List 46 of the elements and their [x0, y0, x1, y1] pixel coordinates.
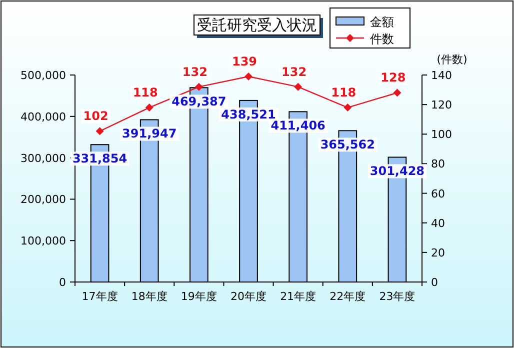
legend-label: 金額 — [370, 15, 394, 29]
data-label: 365,562 — [320, 138, 375, 152]
data-label: 438,521 — [221, 107, 276, 122]
y-tick-label: 300,000 — [20, 152, 66, 165]
data-label: 139 — [232, 54, 258, 68]
point — [145, 104, 154, 112]
point — [294, 82, 302, 91]
x-tick-label: 21年度 — [280, 290, 316, 303]
data-label: 102 — [83, 109, 108, 124]
data-label: 331,854 — [72, 152, 128, 166]
y2-tick-label: 20 — [431, 246, 445, 260]
y-tick-label: 0 — [59, 276, 66, 289]
y-tick-label: 100,000 — [20, 234, 66, 248]
y2-tick-label: 140 — [431, 69, 452, 82]
data-label: 118 — [331, 86, 356, 100]
data-label: 118 — [132, 86, 158, 100]
point — [96, 127, 104, 136]
y2-tick-label: 100 — [431, 128, 452, 142]
data-label: 391,947 — [122, 126, 177, 141]
y-tick-label: 200,000 — [20, 193, 66, 206]
y2-axis-title: (件数) — [436, 53, 468, 66]
y2-tick-label: 120 — [431, 98, 452, 112]
point — [194, 82, 203, 91]
x-tick-label: 19年度 — [180, 290, 217, 303]
point — [244, 72, 252, 80]
x-tick-label: 18年度 — [131, 290, 168, 303]
y2-tick-label: 80 — [431, 158, 445, 171]
data-label: 132 — [182, 64, 208, 79]
y2-tick-label: 0 — [431, 276, 438, 289]
chart-title: 受託研究受入状況 — [197, 16, 317, 34]
x-tick-label: 22年度 — [330, 290, 366, 303]
y2-tick-label: 40 — [431, 216, 445, 230]
legend-label: 件数 — [370, 32, 394, 46]
x-tick-label: 17年度 — [82, 290, 118, 303]
data-label: 411,406 — [270, 118, 326, 133]
data-label: 469,387 — [172, 94, 226, 109]
y2-tick-label: 60 — [431, 187, 445, 200]
point — [393, 88, 402, 97]
data-label: 132 — [282, 64, 307, 79]
x-tick-label: 23年度 — [379, 290, 416, 303]
y-tick-label: 400,000 — [20, 110, 66, 124]
x-tick-label: 20年度 — [230, 290, 266, 303]
point — [344, 104, 352, 112]
y-tick-label: 500,000 — [20, 69, 66, 82]
data-label: 301,428 — [370, 164, 425, 178]
data-label: 128 — [380, 70, 406, 85]
